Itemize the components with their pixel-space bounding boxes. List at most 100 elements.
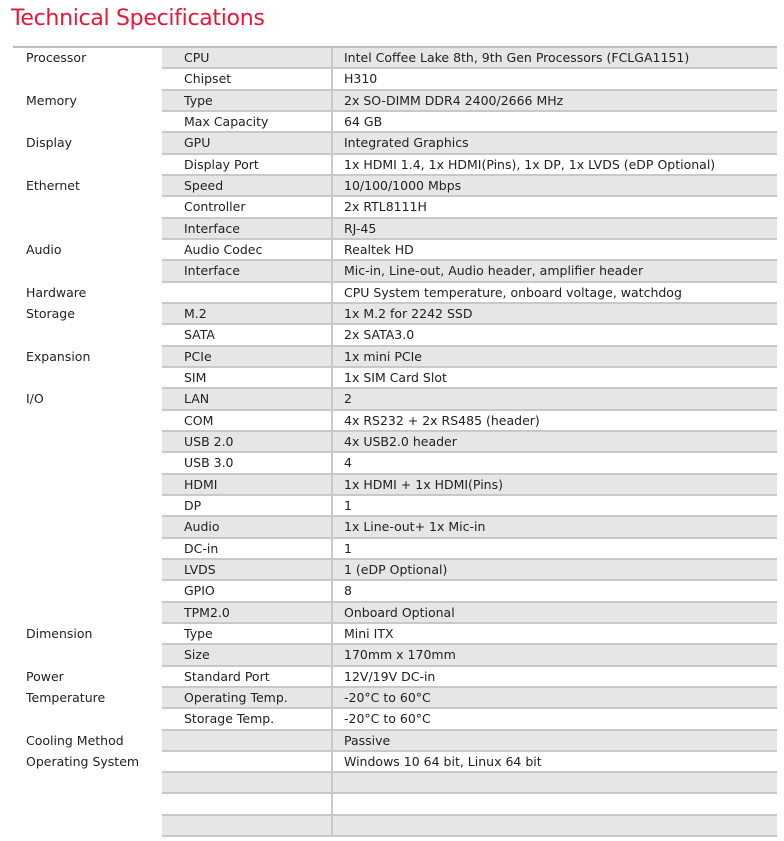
spec-category [13, 261, 162, 282]
spec-category [13, 496, 162, 517]
table-row [13, 794, 777, 816]
spec-item: Audio [162, 517, 331, 539]
spec-category: Display [26, 135, 73, 151]
spec-value: 1 (eDP Optional) [331, 559, 777, 582]
table-row: COM 4x RS232 + 2x RS485 (header) [13, 410, 777, 432]
table-row [13, 815, 777, 838]
table-row: DP 1 [13, 495, 777, 518]
spec-item: Audio Codec [162, 240, 331, 262]
spec-category [13, 773, 162, 794]
spec-item: LVDS [162, 559, 331, 582]
table-row: Chipset H310 [13, 69, 777, 91]
spec-category [13, 155, 162, 176]
table-row: Display Port 1x HDMI 1.4, 1x HDMI(Pins), … [13, 154, 777, 176]
table-row: I/O LAN 2 [13, 389, 777, 411]
table-row: Storage Temp. -20°C to 60°C [13, 709, 777, 731]
spec-value: RJ-45 [331, 218, 777, 240]
table-row: Ethernet Speed 10/100/1000 Mbps [13, 175, 777, 198]
spec-category [13, 709, 162, 730]
spec-category: Power [26, 668, 64, 684]
spec-category [13, 794, 162, 815]
spec-item: Speed [162, 175, 331, 198]
spec-category [13, 112, 162, 133]
spec-value: 1x Line-out+ 1x Mic-in [331, 517, 777, 539]
spec-item [162, 730, 331, 752]
spec-category [13, 475, 162, 496]
spec-item [162, 794, 331, 816]
spec-value: 170mm x 170mm [331, 645, 777, 667]
spec-item: PCIe [162, 346, 331, 368]
spec-category [13, 539, 162, 560]
table-row: Dimension Type Mini ITX [13, 623, 777, 646]
spec-item: TPM2.0 [162, 602, 331, 624]
spec-category [13, 325, 162, 346]
spec-item: Type [162, 624, 331, 646]
spec-item [162, 773, 331, 795]
spec-item: USB 3.0 [162, 453, 331, 475]
spec-value: 2x RTL8111H [331, 197, 777, 219]
spec-item: GPIO [162, 581, 331, 603]
table-row: USB 3.0 4 [13, 453, 777, 475]
spec-value: 8 [331, 581, 777, 603]
spec-value: 1x HDMI 1.4, 1x HDMI(Pins), 1x DP, 1x LV… [331, 154, 777, 176]
spec-category: Storage [26, 305, 75, 321]
spec-value: Onboard Optional [331, 602, 777, 624]
spec-value [331, 773, 777, 795]
spec-value: 12V/19V DC-in [331, 666, 777, 688]
spec-value: 10/100/1000 Mbps [331, 175, 777, 198]
spec-category: Processor [26, 50, 87, 65]
spec-item: Type [162, 90, 331, 112]
page-title: Technical Specifications [11, 6, 265, 31]
spec-value: 4x USB2.0 header [331, 431, 777, 454]
spec-item: Standard Port [162, 667, 331, 688]
spec-category [13, 453, 162, 474]
table-row: Audio 1x Line-out+ 1x Mic-in [13, 517, 777, 539]
spec-item: SATA [162, 325, 331, 347]
spec-item: LAN [162, 389, 331, 411]
spec-value: Realtek HD [331, 239, 777, 262]
spec-category: Audio [26, 241, 62, 257]
spec-category: I/O [26, 391, 44, 407]
spec-item: Display Port [162, 155, 331, 176]
spec-value: 64 GB [331, 111, 777, 134]
table-row: Audio Audio Codec Realtek HD [13, 239, 777, 262]
table-row: Hardware CPU System temperature, onboard … [13, 282, 777, 304]
table-row: Max Capacity 64 GB [13, 111, 777, 134]
spec-item: Storage Temp. [162, 709, 331, 731]
spec-value: 2 [331, 389, 777, 411]
table-row: Size 170mm x 170mm [13, 645, 777, 667]
spec-category: Temperature [26, 689, 106, 705]
spec-value: H310 [331, 69, 777, 91]
spec-category [13, 197, 162, 218]
spec-category [13, 560, 162, 581]
spec-item: Controller [162, 197, 331, 219]
spec-value: 1x SIM Card Slot [331, 367, 777, 390]
spec-category [13, 368, 162, 389]
spec-value: CPU System temperature, onboard voltage,… [331, 282, 777, 304]
table-row: Operating System Windows 10 64 bit, Linux… [13, 751, 777, 774]
table-row: Power Standard Port 12V/19V DC-in [13, 666, 777, 688]
spec-value: -20°C to 60°C [331, 687, 777, 710]
spec-category: Cooling Method [26, 732, 124, 748]
spec-value: 1 [331, 538, 777, 560]
spec-category [13, 816, 162, 837]
table-row [13, 773, 777, 795]
table-row: Interface Mic-in, Line-out, Audio header,… [13, 261, 777, 283]
table-row: SATA 2x SATA3.0 [13, 325, 777, 347]
spec-value: Mini ITX [331, 623, 777, 646]
spec-category [13, 645, 162, 666]
table-row: Storage M.2 1x M.2 for 2242 SSD [13, 303, 777, 326]
spec-item [162, 283, 331, 304]
table-row: USB 2.0 4x USB2.0 header [13, 431, 777, 454]
table-row: Processor CPU Intel Coffee Lake 8th, 9th G… [13, 48, 777, 70]
table-row: DC-in 1 [13, 538, 777, 560]
spec-value: 1x mini PCIe [331, 346, 777, 368]
spec-value: 2x SATA3.0 [331, 325, 777, 347]
spec-value: 4 [331, 453, 777, 475]
table-row: HDMI 1x HDMI + 1x HDMI(Pins) [13, 474, 777, 496]
spec-value: 1x M.2 for 2242 SSD [331, 303, 777, 326]
spec-value: Integrated Graphics [331, 133, 777, 155]
table-row: Cooling Method Passive [13, 730, 777, 752]
spec-item: M.2 [162, 303, 331, 326]
spec-item: Operating Temp. [162, 687, 331, 710]
